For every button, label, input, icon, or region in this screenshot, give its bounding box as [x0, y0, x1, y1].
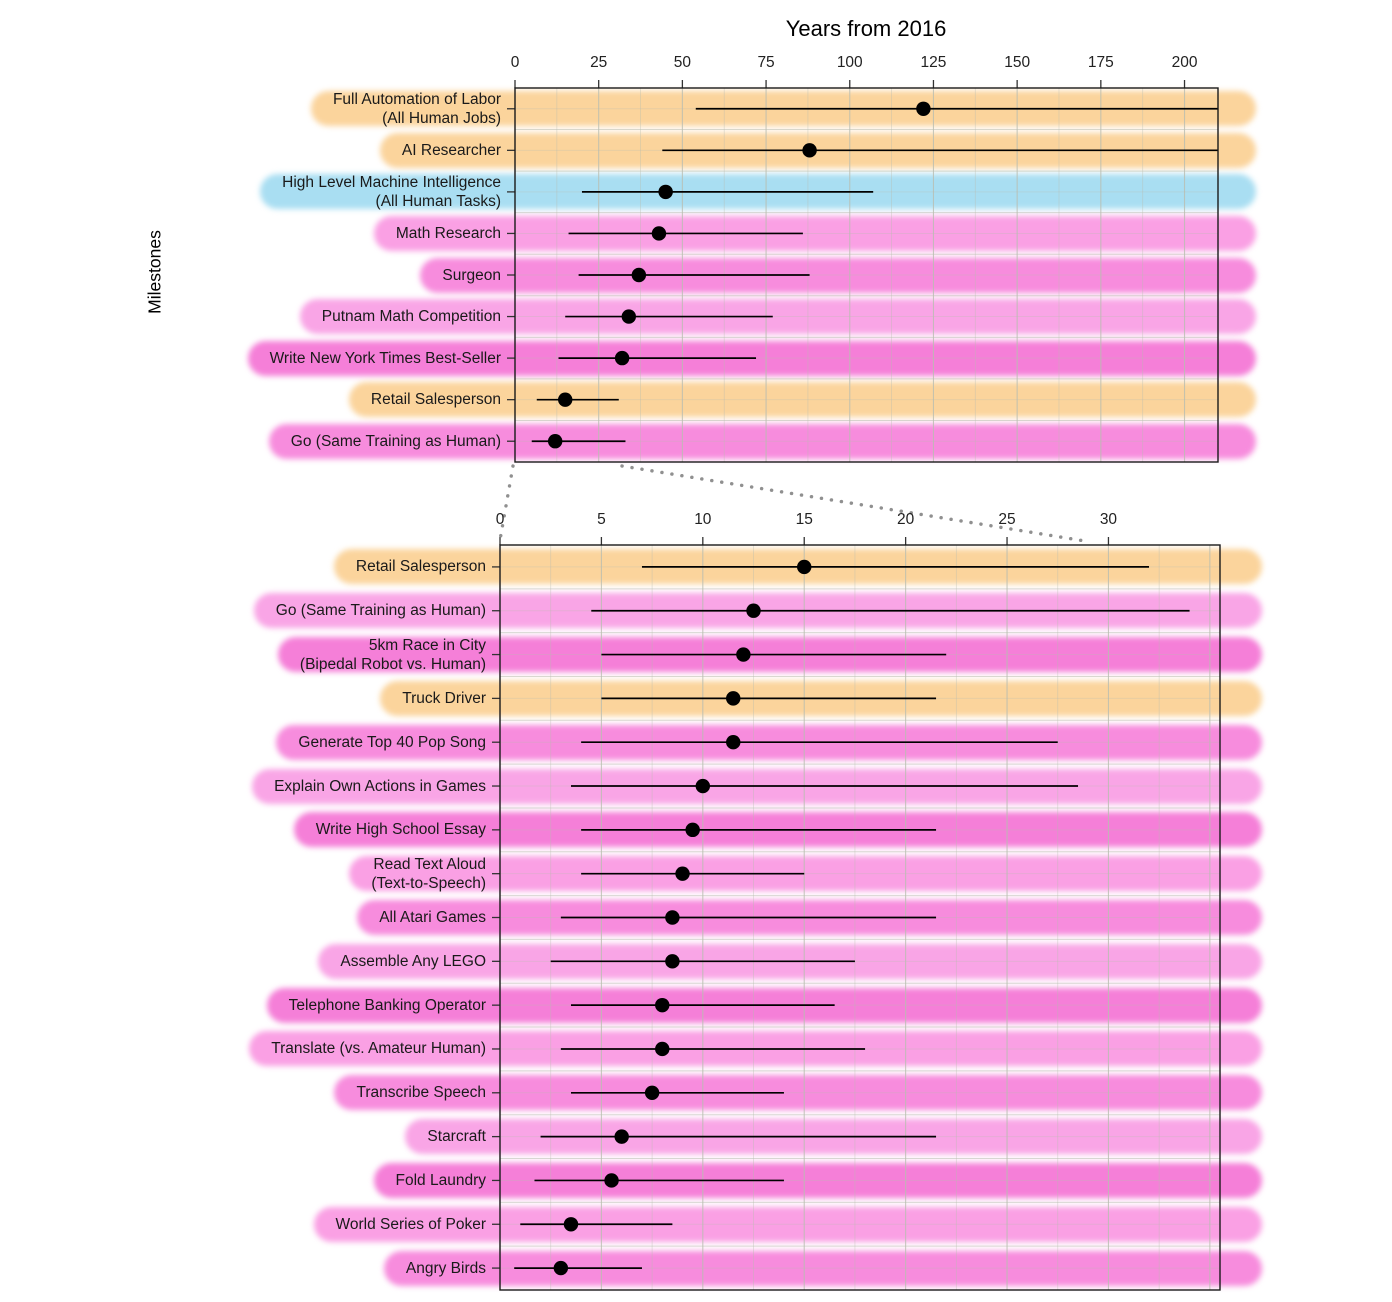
highlight-band-pink [374, 215, 1256, 251]
highlight-band-pink [349, 856, 1262, 892]
highlight-band-pink [254, 593, 1262, 629]
highlight-band-pink [334, 1075, 1262, 1111]
highlight-band-pink [374, 1162, 1262, 1198]
highlight-band-pink [405, 1119, 1262, 1155]
highlight-band-orange [349, 382, 1256, 418]
highlight-band-pink [420, 257, 1256, 293]
highlight-band-pink [248, 340, 1256, 376]
highlight-band-pink [249, 1031, 1262, 1067]
highlight-band-pink [314, 1206, 1262, 1242]
highlight-band-pink [276, 724, 1262, 760]
highlight-band-pink [357, 900, 1262, 935]
highlight-band-pink [294, 812, 1262, 848]
highlight-band-pink [267, 987, 1262, 1023]
highlight-band-orange [380, 132, 1256, 168]
highlight-band-orange [334, 549, 1262, 585]
y-axis-label: Milestones [144, 230, 165, 314]
highlight-band-pink [252, 768, 1262, 804]
highlight-band-pink [300, 299, 1256, 335]
highlight-band-orange [311, 91, 1256, 127]
highlight-band-pink [278, 637, 1262, 673]
highlight-band-orange [380, 680, 1262, 716]
highlight-band-pink [384, 1250, 1262, 1286]
highlight-band-pink [269, 423, 1256, 459]
highlight-band-pink [318, 943, 1262, 979]
highlight-band-blue [260, 174, 1256, 210]
x-axis-title: Years from 2016 [785, 16, 947, 41]
